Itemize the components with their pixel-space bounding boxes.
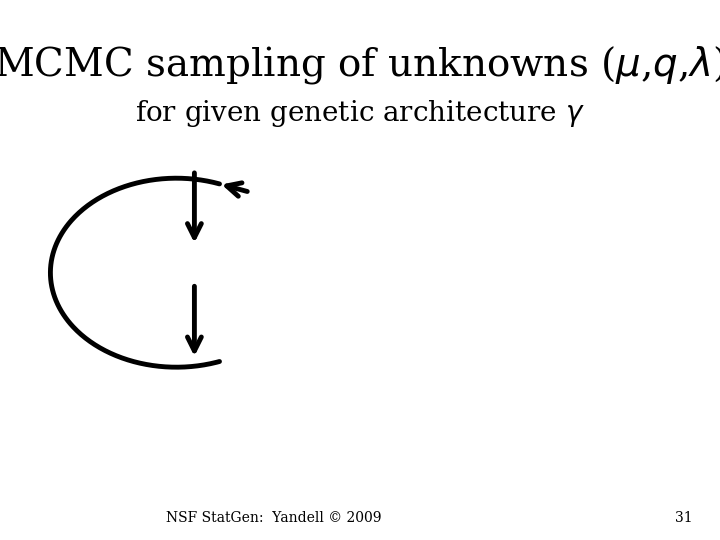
Text: 31: 31 [675, 511, 693, 525]
Text: NSF StatGen:  Yandell © 2009: NSF StatGen: Yandell © 2009 [166, 511, 382, 525]
Text: MCMC sampling of unknowns ($\mu$,$q$,$\lambda$): MCMC sampling of unknowns ($\mu$,$q$,$\l… [0, 44, 720, 86]
Text: for given genetic architecture $\gamma$: for given genetic architecture $\gamma$ [135, 98, 585, 129]
